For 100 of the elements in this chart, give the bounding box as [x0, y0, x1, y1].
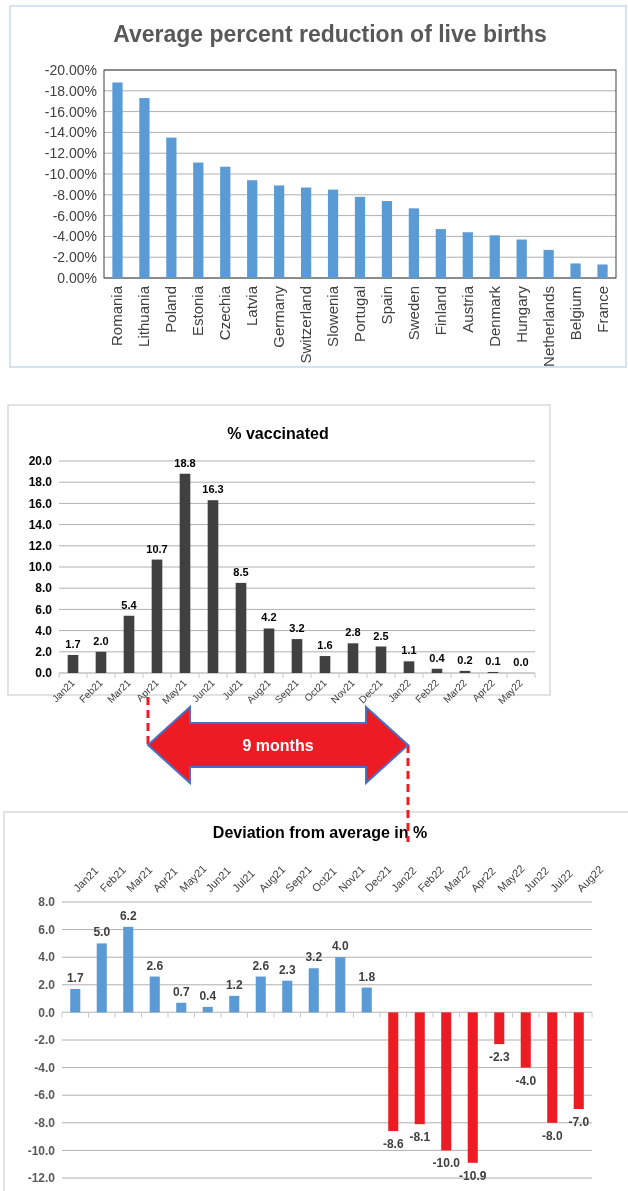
- data-label: -8.0: [541, 1128, 563, 1143]
- bar: [123, 615, 135, 673]
- bar: [207, 500, 219, 673]
- data-label: 0.4: [429, 651, 446, 664]
- data-label: -10.0: [432, 1156, 461, 1171]
- y-tick-label: -14.00%: [44, 124, 97, 141]
- y-tick-label: 6.0: [38, 922, 56, 937]
- bar: [149, 976, 160, 1013]
- x-tick-label: Belgium: [566, 286, 584, 341]
- bar: [520, 1012, 531, 1068]
- bar: [403, 661, 415, 673]
- x-tick-label: Finland: [431, 286, 449, 336]
- y-tick-label: -8.0: [34, 1116, 56, 1130]
- chart-title: Average percent reduction of live births: [113, 21, 547, 47]
- bar: [335, 957, 346, 1013]
- bar: [96, 943, 107, 1013]
- data-label: -4.0: [515, 1073, 537, 1088]
- y-tick-label: -4.0: [34, 1060, 56, 1075]
- bar: [494, 1012, 505, 1045]
- x-tick-label: Estonia: [189, 285, 207, 337]
- y-tick-label: -2.00%: [52, 249, 97, 266]
- y-tick-label: 10.0: [28, 560, 53, 575]
- x-tick-label: Spain: [377, 286, 395, 325]
- bar: [123, 926, 134, 1013]
- bar: [229, 995, 240, 1013]
- bar: [347, 643, 359, 673]
- x-tick-label: France: [593, 286, 611, 333]
- bar: [291, 639, 303, 673]
- data-label: 0.7: [172, 984, 190, 999]
- y-tick-label: -6.0: [34, 1088, 56, 1103]
- y-tick-label: 4.0: [35, 623, 53, 638]
- x-tick-label: Netherlands: [539, 286, 557, 367]
- y-tick-label: -8.00%: [52, 186, 97, 203]
- bar: [361, 987, 372, 1013]
- data-label: 5.4: [121, 598, 138, 611]
- data-label: 1.1: [401, 644, 417, 657]
- data-label: 10.7: [146, 542, 168, 555]
- data-label: 0.2: [457, 653, 473, 666]
- x-tick-label: Denmark: [485, 285, 503, 347]
- bar: [95, 651, 107, 673]
- y-tick-label: 14.0: [28, 517, 53, 532]
- data-label: 1.6: [317, 639, 333, 652]
- y-tick-label: 16.0: [28, 496, 53, 511]
- bar: [467, 1012, 478, 1163]
- x-tick-label: Poland: [162, 286, 180, 333]
- bar: [308, 968, 319, 1013]
- bar: [67, 654, 79, 673]
- data-label: 1.7: [66, 970, 84, 985]
- y-tick-label: -4.00%: [52, 228, 97, 245]
- x-tick-label: Romania: [108, 285, 126, 347]
- bar: [151, 559, 163, 673]
- bar: [319, 656, 331, 673]
- y-tick-label: 0.00%: [57, 269, 97, 286]
- bar: [573, 1012, 584, 1109]
- y-tick-label: -18.00%: [44, 82, 97, 99]
- bar: [179, 473, 191, 673]
- data-label: 4.2: [261, 611, 277, 624]
- y-tick-label: -20.00%: [44, 61, 97, 78]
- y-tick-label: -10.00%: [44, 165, 97, 182]
- data-label: 0.1: [485, 654, 501, 667]
- data-label: -10.9: [459, 1168, 487, 1183]
- y-tick-label: 8.0: [38, 895, 56, 910]
- y-tick-label: -16.00%: [44, 103, 97, 120]
- y-tick-label: 4.0: [38, 950, 56, 965]
- y-tick-label: -2.0: [34, 1033, 56, 1048]
- data-label: 8.5: [233, 565, 249, 578]
- y-tick-label: 6.0: [35, 602, 53, 617]
- bar: [282, 980, 293, 1013]
- x-tick-label: Slowenia: [324, 285, 342, 347]
- text: 9 months: [242, 736, 314, 754]
- data-label: 2.3: [278, 962, 296, 977]
- y-tick-label: 12.0: [28, 539, 53, 553]
- x-tick-label: Portugal: [351, 286, 368, 342]
- bar: [235, 582, 247, 673]
- y-tick-label: 18.0: [28, 475, 53, 490]
- data-label: 0.0: [513, 656, 529, 668]
- data-label: 2.5: [373, 629, 389, 642]
- y-tick-label: 2.0: [35, 645, 53, 659]
- x-tick-label: Latvia: [243, 285, 261, 327]
- data-label: -7.0: [568, 1115, 590, 1129]
- y-tick-label: 8.0: [35, 581, 53, 596]
- data-label: 3.2: [289, 622, 305, 635]
- bar: [547, 1012, 558, 1123]
- bar: [388, 1012, 399, 1132]
- data-label: 2.8: [345, 626, 361, 639]
- bar: [263, 628, 275, 673]
- x-tick-label: Austria: [458, 285, 476, 333]
- data-label: 2.6: [252, 958, 270, 973]
- y-tick-label: 0.0: [38, 1005, 56, 1020]
- y-tick-label: 20.0: [28, 454, 53, 469]
- x-tick-label: Czechia: [216, 285, 234, 341]
- chart-title: % vaccinated: [227, 425, 329, 442]
- x-tick-label: Lithuania: [135, 285, 153, 347]
- y-tick-label: 2.0: [38, 978, 56, 992]
- bar: [414, 1012, 425, 1125]
- y-tick-label: -10.0: [27, 1143, 56, 1158]
- data-label: 1.8: [358, 969, 376, 984]
- data-label: 16.3: [202, 483, 224, 496]
- data-label: -2.3: [488, 1050, 510, 1065]
- x-tick-label: Sweden: [404, 286, 422, 341]
